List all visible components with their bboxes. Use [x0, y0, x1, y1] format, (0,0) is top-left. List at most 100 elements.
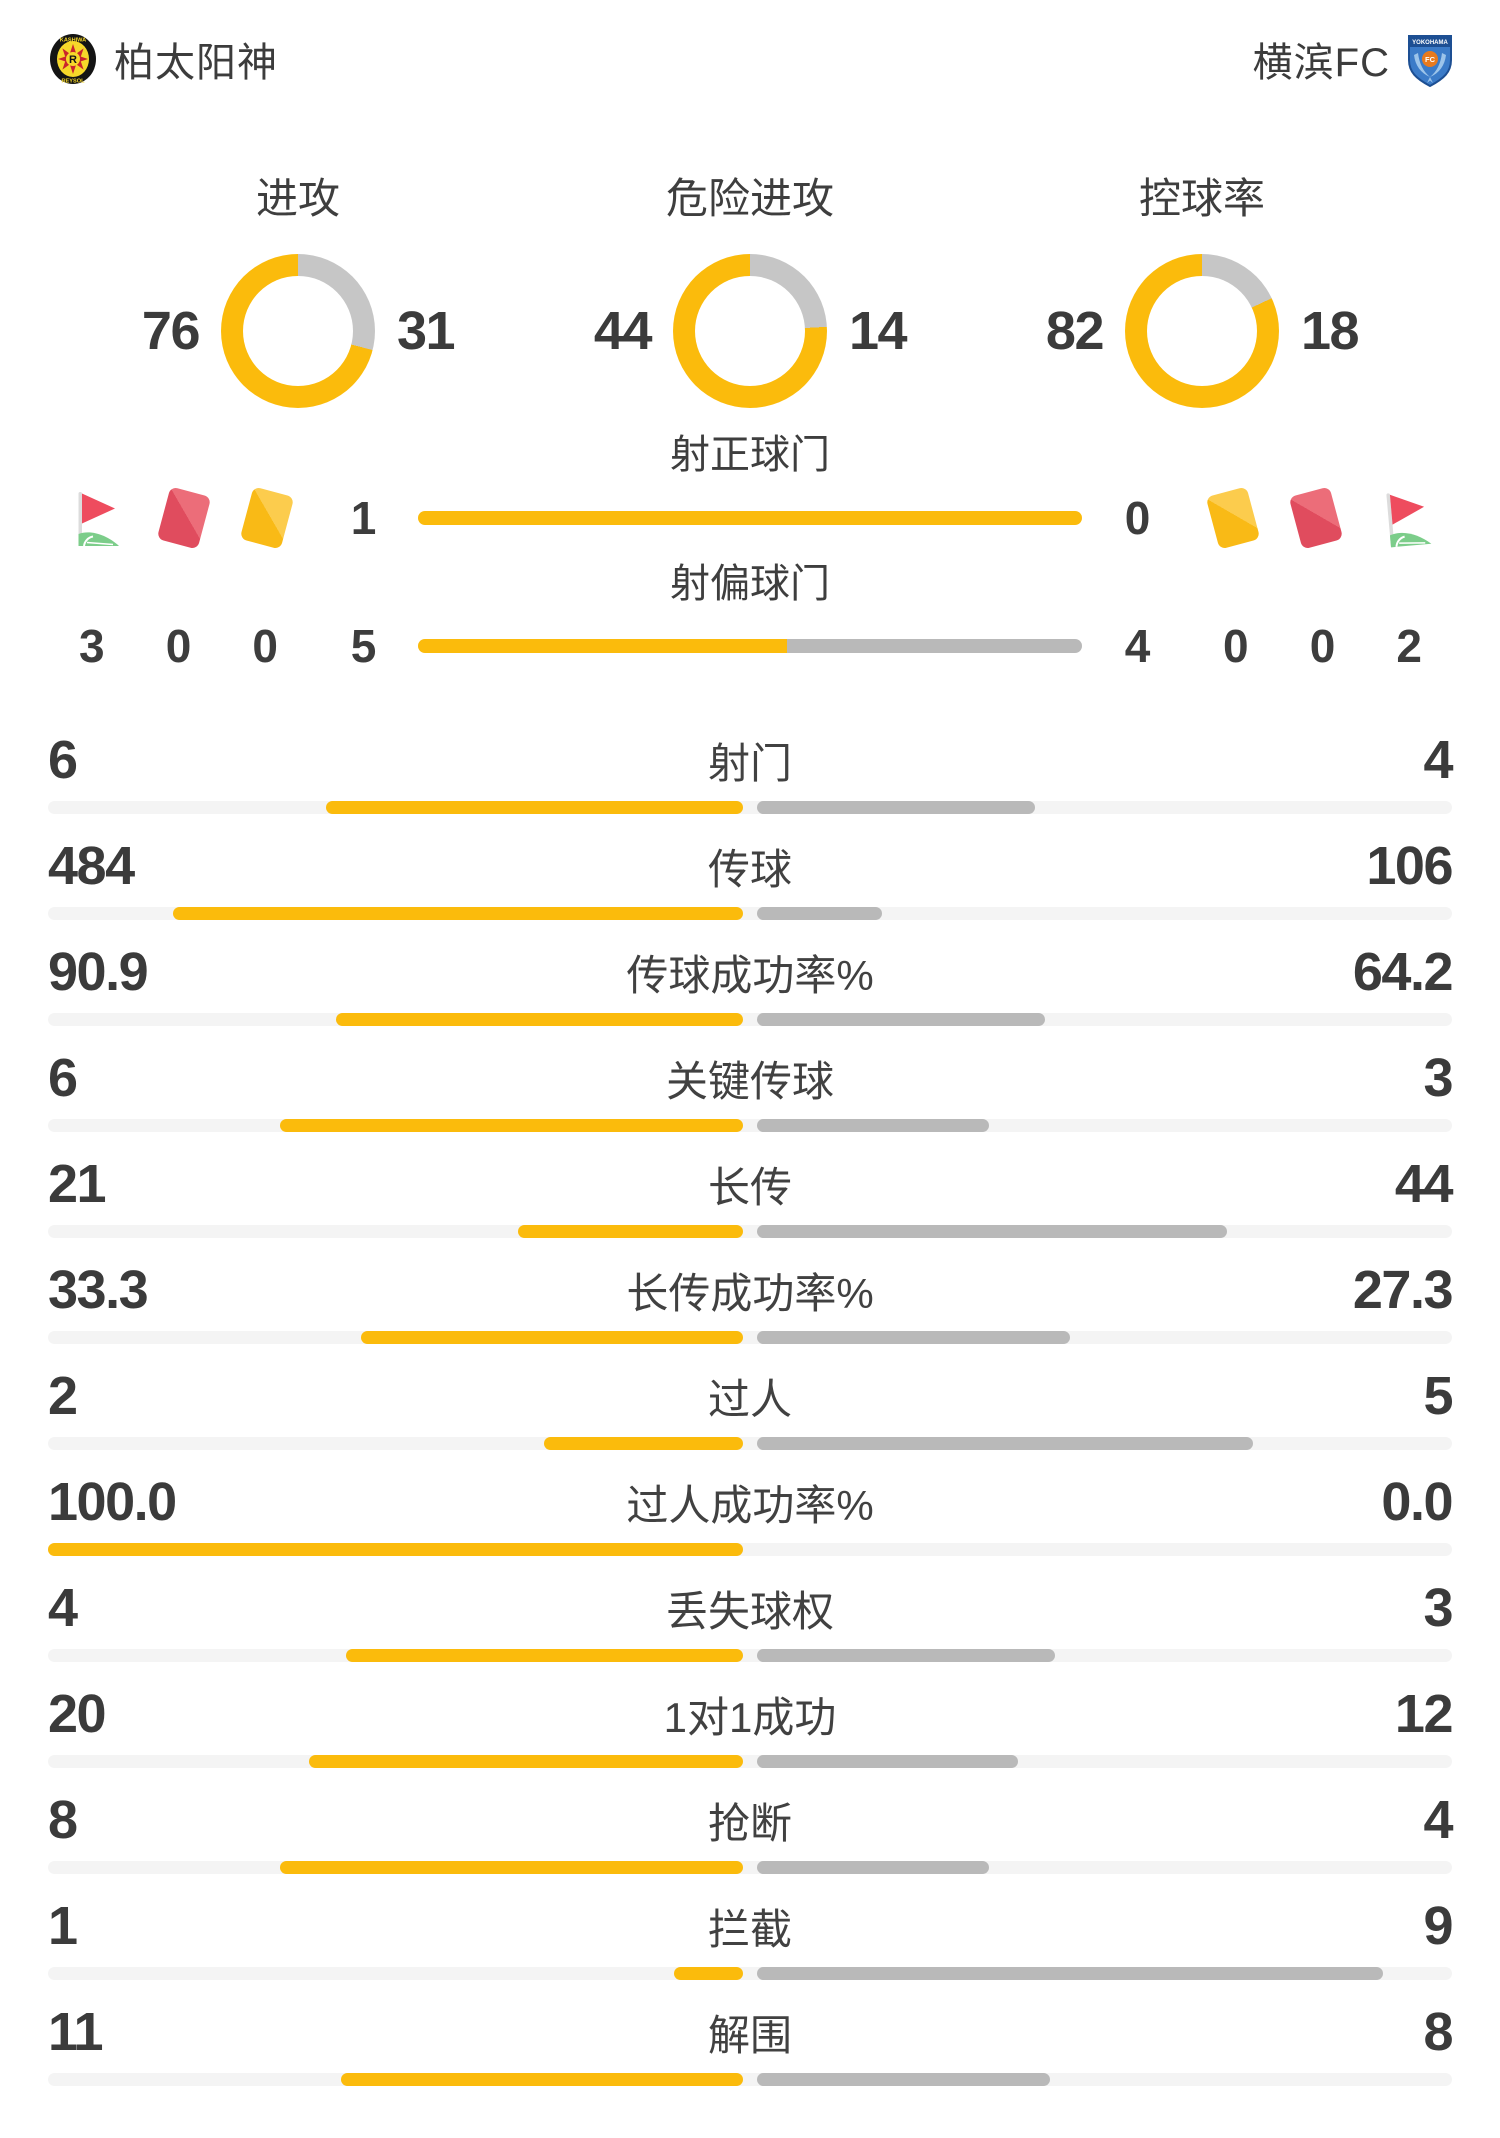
shots-off-target-bar: [418, 639, 1082, 653]
stat-bar-track: [48, 801, 1452, 814]
match-header: KASHIWA REYSOL R 柏太阳神 横滨FC: [0, 0, 1500, 88]
stat-bar-away: [757, 1119, 989, 1132]
stat-home-value: 20: [48, 1684, 107, 1744]
stat-bar-track: [48, 1861, 1452, 1874]
stat-row: 484 传球 106: [0, 834, 1500, 940]
red-card-icon: [156, 486, 212, 550]
donut-home-value: 76: [141, 301, 201, 361]
home-discipline-counts: 3 0 0: [48, 619, 308, 673]
shots-on-target-bar-home: [418, 511, 1082, 525]
donut-away-value: 31: [397, 301, 456, 361]
stat-row: 4 丢失球权 3: [0, 1576, 1500, 1682]
stat-home-value: 4: [48, 1578, 78, 1638]
stat-bar-away: [757, 1437, 1254, 1450]
stat-label: 过人: [707, 1375, 792, 1423]
corner-flag-icon: [68, 489, 122, 547]
donut-chart: 控球率 82 18: [1014, 174, 1390, 408]
stat-label: 1对1成功: [663, 1693, 837, 1741]
stat-bar-home: [279, 1861, 743, 1874]
stat-label: 丢失球权: [665, 1587, 834, 1635]
home-team-name: 柏太阳神: [114, 41, 278, 85]
stat-home-value: 100.0: [48, 1472, 177, 1532]
stat-away-value: 4: [1423, 1790, 1453, 1850]
stat-bar-home: [518, 1225, 743, 1238]
donut-chart: 进攻 76 31: [110, 174, 486, 408]
home-corners-count: 3: [79, 620, 105, 672]
stat-label: 抢断: [707, 1799, 792, 1847]
home-red-cards-count: 0: [165, 620, 192, 672]
stat-bar-home: [673, 1967, 743, 1980]
donut-home-value: 82: [1045, 301, 1105, 361]
stat-bar-home: [335, 1013, 743, 1026]
stat-bar-track: [48, 1225, 1452, 1238]
away-team-logo-icon: YOKOHAMA FC: [1406, 31, 1454, 87]
stat-bar-track: [48, 907, 1452, 920]
donut-title: 危险进攻: [665, 175, 834, 222]
stat-bar-track: [48, 1437, 1452, 1450]
stat-bar-away: [757, 1331, 1071, 1344]
stat-home-value: 21: [48, 1154, 107, 1214]
stat-bar-away: [757, 1755, 1018, 1768]
stat-row: 33.3 长传成功率% 27.3: [0, 1258, 1500, 1364]
stat-label: 射门: [707, 739, 792, 787]
stat-bar-home: [48, 1543, 743, 1556]
stat-away-value: 12: [1394, 1684, 1454, 1744]
stat-bar-away: [757, 2073, 1050, 2086]
home-logo-text-top: KASHIWA: [60, 38, 86, 44]
stat-row: 8 抢断 4: [0, 1788, 1500, 1894]
away-team-name: 横滨FC: [1252, 41, 1390, 85]
stat-label: 解围: [707, 2011, 792, 2059]
stat-away-value: 3: [1423, 1048, 1453, 1108]
stat-away-value: 4: [1423, 730, 1453, 790]
stat-bar-away: [757, 1967, 1383, 1980]
stat-bar-home: [326, 801, 743, 814]
away-team: 横滨FC YOKOHAMA FC: [1253, 30, 1454, 88]
shots-on-target-away-value: 0: [1124, 492, 1151, 544]
away-yellow-cards-count: 0: [1223, 620, 1249, 672]
stat-away-value: 106: [1366, 836, 1453, 896]
shots-off-target-row: 3 0 0 5 4 0 0 2: [0, 614, 1500, 678]
home-logo-text-bottom: REYSOL: [61, 79, 85, 85]
shots-off-target-home-value: 5: [350, 620, 377, 672]
stat-home-value: 33.3: [48, 1260, 149, 1320]
stat-away-value: 5: [1423, 1366, 1453, 1426]
stats-list: 6 射门 4 484 传球 106 90.9 传球成功率% 64.2: [0, 728, 1500, 2106]
donut-ring: [673, 254, 827, 408]
stat-bar-home: [340, 2073, 743, 2086]
stat-bar-track: [48, 1013, 1452, 1026]
away-discipline-icons: [1192, 486, 1452, 550]
stat-bar-track: [48, 1649, 1452, 1662]
away-logo-banner-text: YOKOHAMA: [1412, 40, 1448, 46]
stat-home-value: 2: [48, 1366, 78, 1426]
stat-row: 2 过人 5: [0, 1364, 1500, 1470]
stat-home-value: 484: [48, 836, 135, 896]
donut-chart: 危险进攻 44 14: [562, 174, 938, 408]
stat-row: 6 射门 4: [0, 728, 1500, 834]
donut-away-value: 14: [849, 301, 908, 361]
donut-charts-section: 进攻 76 31 危险进攻 44 14 控球率 82 18: [0, 174, 1500, 408]
stat-row: 11 解围 8: [0, 2000, 1500, 2106]
stat-row: 20 1对1成功 12: [0, 1682, 1500, 1788]
shots-off-target-bar-away: [786, 639, 1082, 653]
stat-bar-away: [757, 1013, 1045, 1026]
stat-home-value: 6: [48, 730, 78, 790]
stat-away-value: 8: [1423, 2002, 1453, 2062]
stat-home-value: 1: [48, 1896, 78, 1956]
stat-bar-away: [757, 801, 1035, 814]
shots-on-target-title: 射正球门: [670, 433, 830, 477]
stat-label: 关键传球: [665, 1057, 834, 1105]
corner-flag-icon: [1375, 487, 1434, 549]
donut-title: 进攻: [255, 175, 340, 222]
stat-bar-track: [48, 1755, 1452, 1768]
donut-ring: [221, 254, 375, 408]
stat-away-value: 44: [1394, 1154, 1454, 1214]
stat-bar-home: [361, 1331, 743, 1344]
stat-bar-away: [757, 1861, 989, 1874]
stat-away-value: 64.2: [1352, 942, 1454, 1002]
stat-label: 传球成功率%: [626, 951, 874, 999]
donut-ring: [1125, 254, 1279, 408]
stat-bar-track: [48, 1543, 1452, 1556]
stat-bar-track: [48, 1967, 1452, 1980]
yellow-card-icon: [239, 486, 294, 550]
